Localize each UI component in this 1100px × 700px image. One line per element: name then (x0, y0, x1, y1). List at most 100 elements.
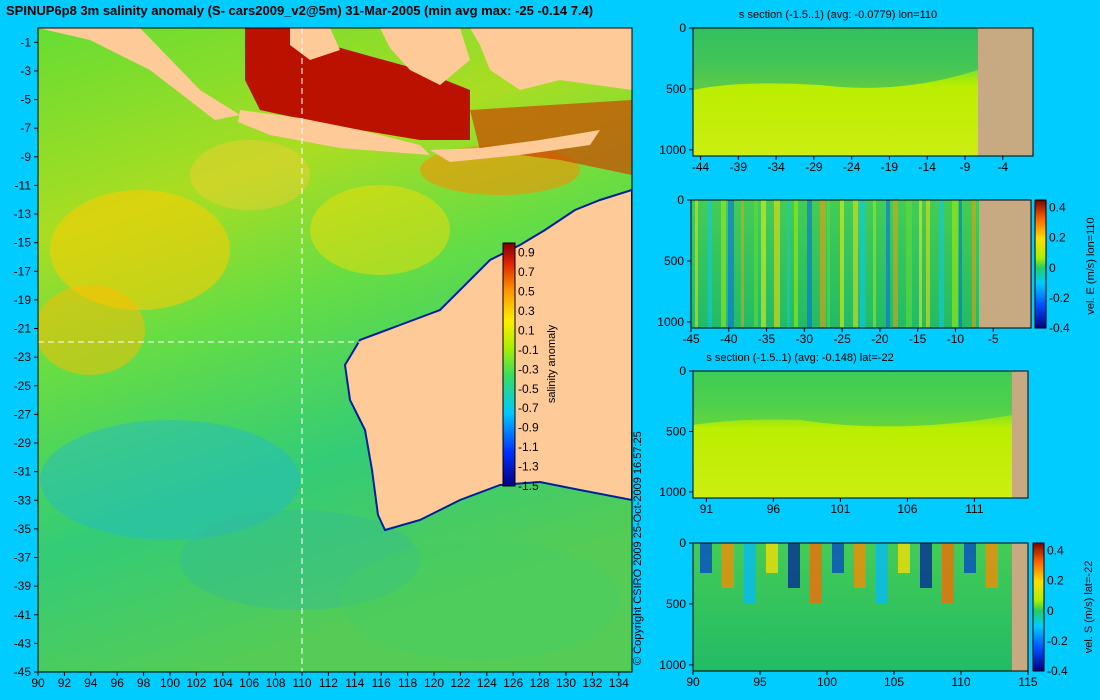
section-2-colorbar-label: vel. E (m/s) lon=110 (1085, 217, 1097, 314)
section-4-y-tick-label: 500 (666, 597, 686, 611)
velocity-stripe (920, 543, 932, 588)
velocity-stripe (898, 543, 910, 573)
map-x-tick-label: 98 (137, 676, 151, 690)
section-1-title: s section (-1.5..1) (avg: -0.0779) lon=1… (739, 9, 937, 21)
map-colorbar-tick-label: -0.9 (518, 421, 539, 435)
velocity-stripe (794, 200, 798, 328)
land-sulawesi (470, 28, 632, 90)
map-y-tick-label: -41 (14, 608, 32, 622)
velocity-stripe (728, 200, 734, 328)
map-x-tick-label: 110 (292, 676, 311, 690)
map-y-tick-label: -25 (14, 379, 32, 393)
map-y-tick-label: -9 (20, 150, 31, 164)
section-3-panel (692, 370, 1029, 499)
map-colorbar-tick-label: 0.1 (518, 323, 535, 337)
section-2-y-tick-label: 500 (664, 254, 684, 268)
section-3-y-tick-label: 0 (679, 364, 686, 378)
velocity-stripe (959, 200, 962, 328)
velocity-stripe (964, 543, 976, 573)
map-y-tick-label: -11 (15, 178, 32, 192)
map-y-tick-label: -19 (14, 293, 32, 307)
velocity-stripe (986, 543, 998, 588)
map-y-tick-label: -3 (20, 64, 31, 78)
map-x-tick-label: 104 (213, 676, 233, 690)
anomaly-patch (180, 510, 420, 610)
anomaly-patch (190, 140, 310, 210)
velocity-stripe (721, 200, 726, 328)
map-colorbar-tick-label: 0.9 (518, 246, 535, 260)
section-2-x-tick-label: -15 (909, 332, 927, 346)
section-1-x-tick-label: -19 (881, 160, 899, 174)
velocity-stripe (722, 543, 734, 588)
map-y-tick-label: -29 (14, 436, 32, 450)
map-y-tick-label: -37 (14, 551, 32, 565)
anomaly-patch (38, 285, 145, 375)
anomaly-patch (340, 540, 620, 660)
section-1-y-tick-label: 0 (679, 21, 686, 35)
section-2-x-tick-label: -40 (720, 332, 738, 346)
map-x-tick-label: 94 (84, 676, 98, 690)
velocity-stripe (827, 200, 830, 328)
map-y-tick-label: -17 (14, 264, 32, 278)
section-4-y-tick-label: 1000 (659, 658, 686, 672)
velocity-stripe (942, 543, 954, 603)
velocity-stripe (926, 200, 930, 328)
velocity-stripe (774, 200, 780, 328)
velocity-stripe (754, 200, 758, 328)
velocity-stripe (761, 200, 766, 328)
map-x-tick-label: 122 (450, 676, 470, 690)
map-colorbar-tick-label: -1.5 (518, 479, 539, 493)
section-2-land (979, 200, 1031, 328)
section-2-x-tick-label: -30 (796, 332, 814, 346)
map-x-ticks: 90 92 94 96 98 100 102 104 106 108 110 112 114 116 118… (31, 672, 629, 690)
map-colorbar (502, 242, 516, 487)
section-3-x-tick-label: 106 (897, 502, 917, 516)
map-x-tick-label: 116 (372, 676, 391, 690)
section-4-y-tick-label: 0 (679, 536, 686, 550)
velocity-stripe (952, 200, 958, 328)
map-x-tick-label: 112 (319, 676, 338, 690)
map-colorbar-tick-label: -0.7 (518, 401, 539, 415)
section-2-colorbar-ticks: 0.4 0.2 0 -0.2 -0.4 (1049, 201, 1070, 335)
map-colorbar-tick-label: -1.1 (518, 440, 539, 454)
section-2-y-ticks: 0 500 1000 (657, 193, 691, 329)
velocity-stripe (810, 543, 822, 603)
section-1-layer (693, 28, 978, 90)
map-colorbar-tick-label: -0.3 (518, 362, 539, 376)
section-1-panel (692, 27, 1034, 157)
map-y-tick-label: -23 (14, 350, 32, 364)
map-x-tick-label: 92 (58, 676, 72, 690)
velocity-stripe (893, 200, 898, 328)
map-panel (38, 28, 632, 672)
section-4-colorbar (1032, 542, 1045, 672)
map-y-tick-label: -33 (14, 493, 32, 507)
section-4-x-tick-label: 110 (951, 675, 970, 689)
map-y-tick-label: -5 (20, 93, 31, 107)
colorbar-tick-label: 0.4 (1047, 544, 1064, 558)
map-y-ticks: -1 -3 -5 -7 -9 -11 -13 -15 -17 -19 -21 -23 -25 -27 -29… (14, 35, 38, 679)
colorbar-tick-label: -0.2 (1047, 634, 1068, 648)
map-colorbar-tick-label: 0.3 (518, 304, 535, 318)
map-x-tick-label: 132 (582, 676, 602, 690)
section-1-x-tick-label: -34 (767, 160, 785, 174)
velocity-stripe (906, 200, 912, 328)
section-1-x-tick-label: -39 (730, 160, 748, 174)
section-3-y-ticks: 0 500 1000 (659, 364, 693, 499)
map-x-tick-label: 102 (186, 676, 206, 690)
velocity-stripe (886, 200, 890, 328)
map-x-tick-label: 108 (266, 676, 286, 690)
map-colorbar-tick-label: -0.5 (518, 382, 539, 396)
map-x-tick-label: 128 (530, 676, 550, 690)
section-3-x-tick-label: 91 (700, 502, 714, 516)
map-y-tick-label: -27 (14, 407, 32, 421)
section-3-layer (693, 371, 1012, 427)
section-1-x-tick-label: -29 (805, 160, 823, 174)
map-colorbar-ticks: 0.9 0.7 0.5 0.3 0.1 -0.1 -0.3 -0.5 -0.7 -0.9 -1.1 -… (518, 246, 539, 493)
velocity-stripe (695, 200, 698, 328)
section-3-frame (692, 370, 1029, 499)
map-x-tick-label: 96 (111, 676, 125, 690)
map-x-tick-label: 90 (31, 676, 45, 690)
section-1-x-tick-label: -24 (843, 160, 861, 174)
map-y-tick-label: -39 (14, 579, 32, 593)
